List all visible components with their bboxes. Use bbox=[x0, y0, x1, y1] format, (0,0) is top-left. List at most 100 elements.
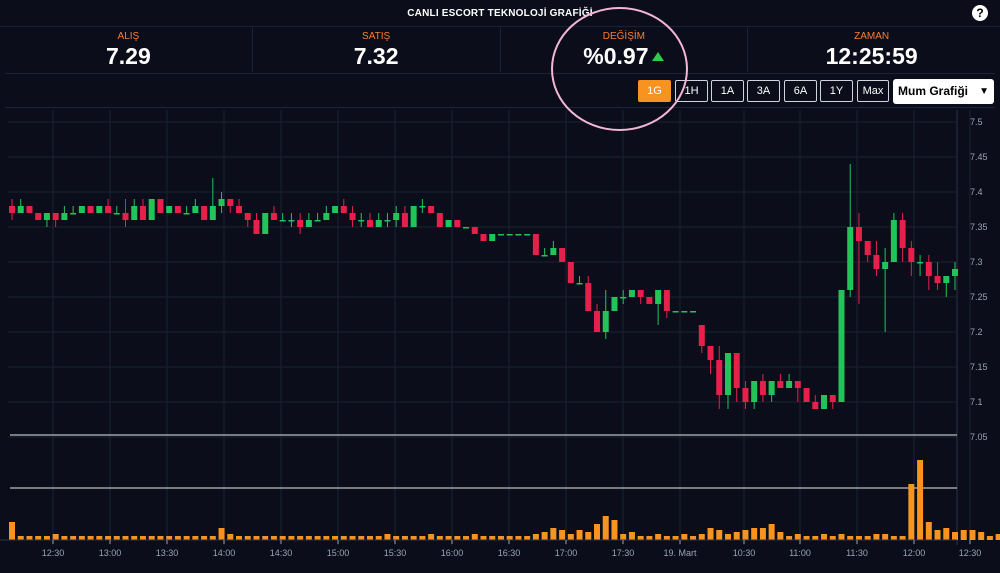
volume-bar bbox=[366, 536, 373, 540]
volume-bar bbox=[375, 536, 382, 540]
volume-bar bbox=[742, 530, 749, 540]
candle-body bbox=[113, 213, 120, 215]
stat-ask-value: 7.32 bbox=[353, 43, 399, 69]
range-button-6a[interactable]: 6A bbox=[784, 80, 817, 102]
candle-body bbox=[445, 220, 452, 227]
candle-body bbox=[463, 227, 470, 229]
candle-body bbox=[314, 220, 321, 222]
volume-bar bbox=[52, 534, 59, 540]
candle-body bbox=[497, 234, 504, 236]
range-button-3a[interactable]: 3A bbox=[747, 80, 780, 102]
volume-bar bbox=[986, 536, 993, 540]
x-tick-label: 13:30 bbox=[156, 548, 179, 558]
candle-body bbox=[873, 255, 880, 269]
candle-body bbox=[26, 206, 33, 213]
volume-bar bbox=[620, 534, 627, 540]
candle-body bbox=[794, 381, 801, 388]
candlestick-chart[interactable]: 7.5 7.45 7.4 7.35 7.3 7.25 7.2 7.15 7.1 7.05 12:30… bbox=[0, 110, 1000, 573]
volume-bar bbox=[480, 536, 487, 540]
volume-bar bbox=[663, 536, 670, 540]
volume-bar bbox=[61, 536, 68, 540]
candle-body bbox=[70, 213, 77, 215]
volume-bar bbox=[314, 536, 321, 540]
volume-bar bbox=[995, 534, 1000, 540]
candle-body bbox=[393, 213, 400, 220]
candle-body bbox=[847, 227, 854, 290]
candle-body bbox=[733, 353, 740, 388]
candle-body bbox=[585, 283, 592, 311]
volume-bar bbox=[279, 536, 286, 540]
help-icon[interactable]: ? bbox=[972, 5, 988, 21]
volume-bar bbox=[393, 536, 400, 540]
candle-body bbox=[96, 206, 103, 213]
stat-time: ZAMAN 12:25:59 bbox=[748, 28, 995, 72]
volume-bar bbox=[655, 534, 662, 540]
candle-body bbox=[244, 213, 251, 220]
stat-time-label: ZAMAN bbox=[854, 31, 890, 42]
chart-type-select[interactable]: Mum Grafiği ▼ bbox=[893, 79, 994, 104]
candle-body bbox=[803, 388, 810, 402]
volume-bar bbox=[506, 536, 513, 540]
volume-bar bbox=[594, 524, 601, 540]
candle-body bbox=[131, 206, 138, 220]
candle-body bbox=[855, 227, 862, 241]
candle-body bbox=[646, 297, 653, 304]
candle-body bbox=[471, 227, 478, 234]
volume-bar bbox=[297, 536, 304, 540]
stat-bid-value: 7.29 bbox=[105, 43, 151, 69]
candle-body bbox=[305, 220, 312, 227]
volume-bar bbox=[672, 536, 679, 540]
volume-bar bbox=[829, 536, 836, 540]
volume-bar bbox=[952, 532, 958, 540]
candle-body bbox=[594, 311, 601, 332]
volume-bar bbox=[943, 528, 950, 540]
candle-body bbox=[78, 206, 85, 213]
volume-bar bbox=[166, 536, 173, 540]
range-button-1h[interactable]: 1H bbox=[675, 80, 708, 102]
candle-body bbox=[270, 213, 277, 220]
x-tick-label: 17:30 bbox=[612, 548, 635, 558]
volume-bar bbox=[812, 536, 819, 540]
candle-body bbox=[559, 248, 566, 262]
candle-body bbox=[17, 206, 24, 213]
volume-bar bbox=[532, 534, 539, 540]
x-tick-label: 12:30 bbox=[42, 548, 65, 558]
volume-bar bbox=[43, 536, 50, 540]
volume-bar bbox=[777, 532, 784, 540]
volume-bar bbox=[262, 536, 269, 540]
candle-body bbox=[943, 276, 950, 283]
candle-body bbox=[122, 213, 129, 220]
volume-bar bbox=[497, 536, 504, 540]
volume-bar bbox=[192, 536, 199, 540]
candle-body bbox=[489, 234, 496, 241]
candle-body bbox=[567, 262, 574, 283]
range-button-max[interactable]: Max bbox=[857, 80, 889, 102]
volume-bar bbox=[35, 536, 42, 540]
candle-body bbox=[428, 206, 435, 213]
y-tick-label: 7.5 bbox=[970, 117, 983, 127]
y-tick-label: 7.45 bbox=[970, 152, 988, 162]
candle-body bbox=[777, 381, 784, 388]
candle-body bbox=[279, 220, 286, 222]
y-tick-label: 7.35 bbox=[970, 222, 988, 232]
volume-bar bbox=[340, 536, 347, 540]
volume-bar bbox=[524, 536, 531, 540]
range-button-1g[interactable]: 1G bbox=[638, 80, 671, 102]
volume-bar bbox=[253, 536, 260, 540]
volume-bar bbox=[244, 536, 251, 540]
x-tick-label: 14:30 bbox=[270, 548, 293, 558]
volume-bar bbox=[305, 536, 312, 540]
candle-body bbox=[61, 213, 68, 220]
range-button-1y[interactable]: 1Y bbox=[820, 80, 853, 102]
x-tick-label: 16:30 bbox=[498, 548, 521, 558]
volume-bar bbox=[227, 534, 234, 540]
volume-bar bbox=[236, 536, 243, 540]
volume-bar bbox=[401, 536, 408, 540]
candle-body bbox=[742, 388, 749, 402]
candle-body bbox=[751, 381, 758, 402]
candle-body bbox=[288, 220, 295, 222]
candle-body bbox=[384, 220, 391, 222]
volume-bar bbox=[157, 536, 164, 540]
candle-body bbox=[174, 206, 181, 213]
range-button-1a[interactable]: 1A bbox=[711, 80, 744, 102]
